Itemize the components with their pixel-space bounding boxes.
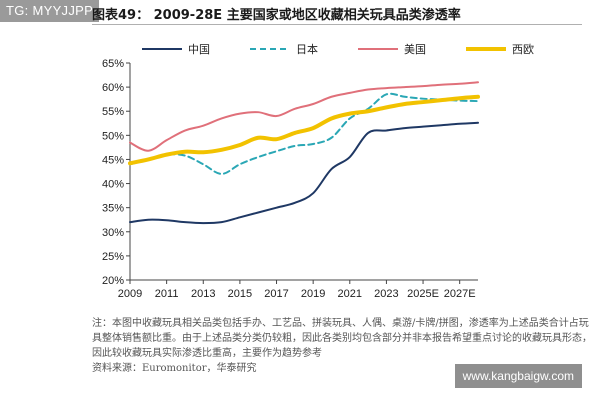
x-tick-label: 2015 <box>228 288 252 300</box>
x-tick-label: 2027E <box>444 288 476 300</box>
x-tick-label: 2021 <box>338 288 362 300</box>
line-chart: 中国 日本 美国 西欧 20%25%30%35%40%45%50%55%60%65%2… <box>102 42 534 300</box>
series-line-2 <box>129 81 479 152</box>
y-tick-label: 50% <box>102 130 124 142</box>
series-line-1 <box>129 92 479 175</box>
y-tick-label: 65% <box>102 58 124 70</box>
y-tick-label: 40% <box>102 179 124 191</box>
chart-title: 图表49： 2009-28E 主要国家或地区收藏相关玩具品类渗透率 <box>92 8 461 23</box>
x-tick-label: 2017 <box>264 288 288 300</box>
y-tick-label: 60% <box>102 82 124 94</box>
watermark-bottom: www.kangbaigw.com <box>454 364 582 388</box>
note-text: 注：本图中收藏玩具相关品类包括手办、工艺品、拼装玩具、人偶、桌游/卡牌/拼图，渗… <box>92 318 592 359</box>
chart-note: 注：本图中收藏玩具相关品类包括手办、工艺品、拼装玩具、人偶、桌游/卡牌/拼图，渗… <box>92 316 592 376</box>
y-tick-label: 35% <box>102 203 124 215</box>
legend-label-2: 美国 <box>404 43 426 56</box>
legend-label-1: 日本 <box>296 42 318 56</box>
legend-label-0: 中国 <box>188 43 210 56</box>
title-divider <box>92 24 582 25</box>
y-tick-label: 30% <box>102 227 124 239</box>
chart-series <box>128 81 480 225</box>
x-tick-label: 2025E <box>407 288 439 300</box>
y-tick-label: 55% <box>102 106 124 118</box>
x-tick-label: 2023 <box>374 288 398 300</box>
x-tick-label: 2019 <box>301 288 325 300</box>
legend-label-3: 西欧 <box>512 43 534 56</box>
y-tick-label: 45% <box>102 154 124 166</box>
chart-axes: 20% 25% 30% 35% 40% 45% 50% 55% 60% 65% 2009 2011 20… <box>102 58 478 300</box>
x-tick-label: 2011 <box>155 288 179 300</box>
y-tick-label: 25% <box>102 251 124 263</box>
watermark-top: TG: MYYJJPP <box>0 0 100 22</box>
source-text: 资料来源：Euromonitor，华泰研究 <box>92 363 257 374</box>
x-tick-label: 2013 <box>191 288 215 300</box>
series-line-3 <box>128 94 480 166</box>
y-tick-label: 20% <box>102 275 124 287</box>
chart-legend: 中国 日本 美国 西欧 <box>142 42 534 56</box>
x-tick-label: 2009 <box>118 288 142 300</box>
series-line-0 <box>129 121 479 225</box>
